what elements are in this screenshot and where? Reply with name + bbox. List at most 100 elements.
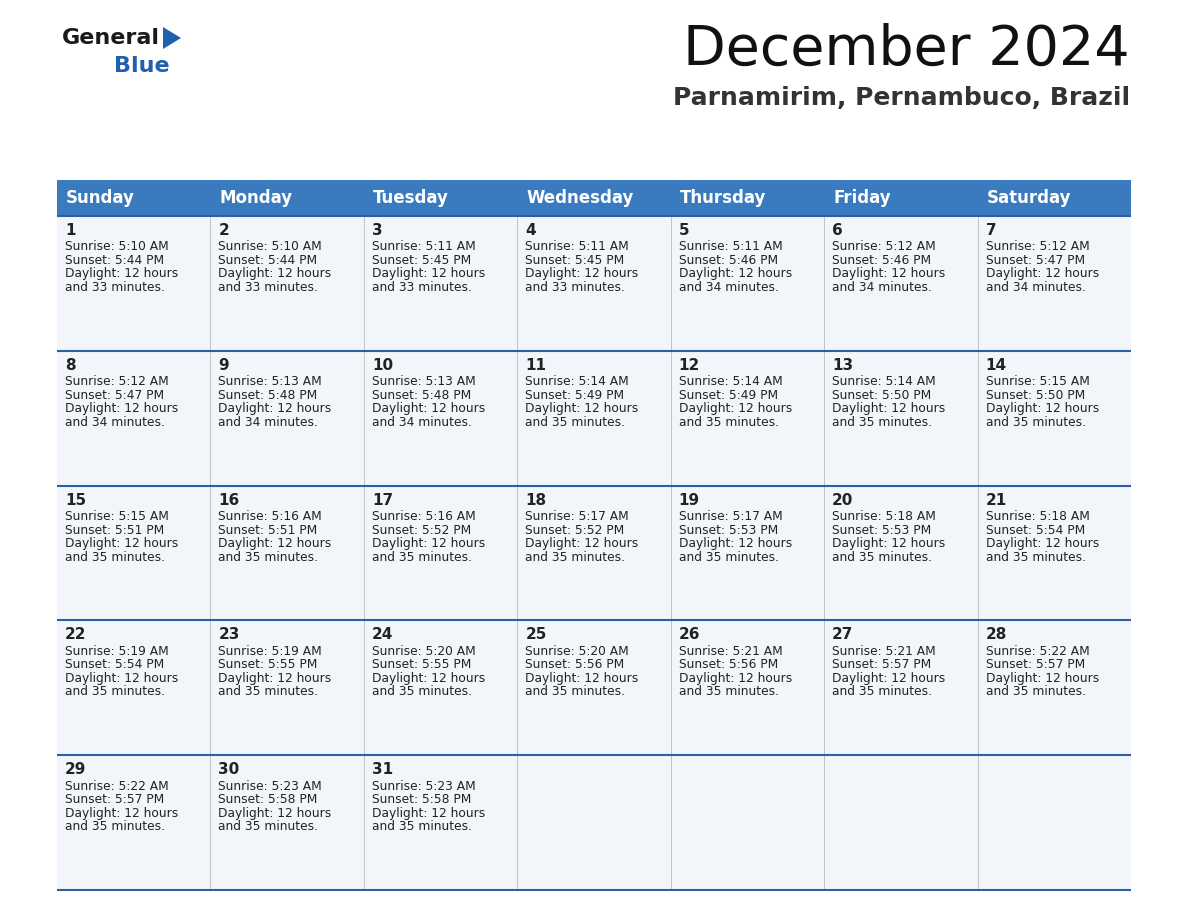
Text: Sunrise: 5:10 AM: Sunrise: 5:10 AM [219, 241, 322, 253]
Text: Sunrise: 5:14 AM: Sunrise: 5:14 AM [525, 375, 628, 388]
Text: and 33 minutes.: and 33 minutes. [219, 281, 318, 294]
Text: Blue: Blue [114, 56, 170, 76]
Text: Daylight: 12 hours: Daylight: 12 hours [678, 402, 792, 415]
Text: 7: 7 [986, 223, 997, 238]
Text: Saturday: Saturday [986, 189, 1072, 207]
Text: Daylight: 12 hours: Daylight: 12 hours [986, 537, 1099, 550]
Text: and 35 minutes.: and 35 minutes. [65, 820, 165, 834]
Text: and 35 minutes.: and 35 minutes. [525, 416, 625, 429]
Text: 17: 17 [372, 493, 393, 508]
Text: 16: 16 [219, 493, 240, 508]
Text: and 35 minutes.: and 35 minutes. [372, 686, 472, 699]
Text: and 35 minutes.: and 35 minutes. [65, 551, 165, 564]
Text: Daylight: 12 hours: Daylight: 12 hours [65, 537, 178, 550]
Text: 4: 4 [525, 223, 536, 238]
Text: and 35 minutes.: and 35 minutes. [832, 416, 933, 429]
Text: and 35 minutes.: and 35 minutes. [219, 686, 318, 699]
Text: Wednesday: Wednesday [526, 189, 633, 207]
Text: Daylight: 12 hours: Daylight: 12 hours [372, 267, 485, 281]
Text: Sunset: 5:57 PM: Sunset: 5:57 PM [986, 658, 1085, 671]
Text: and 35 minutes.: and 35 minutes. [678, 416, 778, 429]
Text: Sunrise: 5:18 AM: Sunrise: 5:18 AM [832, 510, 936, 523]
Text: Tuesday: Tuesday [373, 189, 449, 207]
Bar [57, 180, 1131, 216]
Text: Daylight: 12 hours: Daylight: 12 hours [372, 672, 485, 685]
Text: 13: 13 [832, 358, 853, 373]
Text: and 35 minutes.: and 35 minutes. [986, 686, 1086, 699]
Polygon shape [163, 27, 181, 49]
Text: Sunrise: 5:18 AM: Sunrise: 5:18 AM [986, 510, 1089, 523]
Text: and 34 minutes.: and 34 minutes. [372, 416, 472, 429]
Bar [57, 486, 1131, 621]
Text: 3: 3 [372, 223, 383, 238]
Text: and 35 minutes.: and 35 minutes. [832, 551, 933, 564]
Text: Sunset: 5:44 PM: Sunset: 5:44 PM [65, 254, 164, 267]
Text: and 35 minutes.: and 35 minutes. [986, 416, 1086, 429]
Text: Sunset: 5:49 PM: Sunset: 5:49 PM [525, 389, 625, 402]
Text: and 35 minutes.: and 35 minutes. [678, 551, 778, 564]
Text: Daylight: 12 hours: Daylight: 12 hours [678, 672, 792, 685]
Bar [57, 351, 1131, 486]
Text: and 33 minutes.: and 33 minutes. [65, 281, 165, 294]
Text: and 34 minutes.: and 34 minutes. [832, 281, 933, 294]
Text: Sunset: 5:46 PM: Sunset: 5:46 PM [832, 254, 931, 267]
Text: 27: 27 [832, 627, 853, 643]
Text: Daylight: 12 hours: Daylight: 12 hours [219, 672, 331, 685]
Text: Thursday: Thursday [680, 189, 766, 207]
Bar [57, 621, 1131, 756]
Text: Sunset: 5:58 PM: Sunset: 5:58 PM [372, 793, 472, 806]
Text: Parnamirim, Pernambuco, Brazil: Parnamirim, Pernambuco, Brazil [672, 86, 1130, 110]
Text: 14: 14 [986, 358, 1006, 373]
Text: and 35 minutes.: and 35 minutes. [832, 686, 933, 699]
Text: Daylight: 12 hours: Daylight: 12 hours [832, 402, 946, 415]
Text: 21: 21 [986, 493, 1006, 508]
Text: and 34 minutes.: and 34 minutes. [986, 281, 1086, 294]
Text: and 34 minutes.: and 34 minutes. [65, 416, 165, 429]
Text: 20: 20 [832, 493, 853, 508]
Text: 8: 8 [65, 358, 76, 373]
Text: and 33 minutes.: and 33 minutes. [525, 281, 625, 294]
Text: Sunrise: 5:16 AM: Sunrise: 5:16 AM [372, 510, 475, 523]
Text: Sunset: 5:47 PM: Sunset: 5:47 PM [65, 389, 164, 402]
Bar [57, 216, 1131, 351]
Text: and 35 minutes.: and 35 minutes. [525, 551, 625, 564]
Text: Daylight: 12 hours: Daylight: 12 hours [65, 807, 178, 820]
Text: Daylight: 12 hours: Daylight: 12 hours [986, 267, 1099, 281]
Text: Sunset: 5:53 PM: Sunset: 5:53 PM [832, 523, 931, 537]
Text: 23: 23 [219, 627, 240, 643]
Text: Sunset: 5:56 PM: Sunset: 5:56 PM [525, 658, 625, 671]
Text: Sunrise: 5:20 AM: Sunrise: 5:20 AM [525, 645, 628, 658]
Text: Sunrise: 5:16 AM: Sunrise: 5:16 AM [219, 510, 322, 523]
Text: and 35 minutes.: and 35 minutes. [372, 820, 472, 834]
Text: Sunrise: 5:12 AM: Sunrise: 5:12 AM [832, 241, 936, 253]
Text: Daylight: 12 hours: Daylight: 12 hours [65, 672, 178, 685]
Text: Daylight: 12 hours: Daylight: 12 hours [678, 267, 792, 281]
Text: Sunset: 5:50 PM: Sunset: 5:50 PM [986, 389, 1085, 402]
Text: Sunset: 5:45 PM: Sunset: 5:45 PM [525, 254, 625, 267]
Text: Daylight: 12 hours: Daylight: 12 hours [372, 537, 485, 550]
Text: Sunrise: 5:17 AM: Sunrise: 5:17 AM [525, 510, 628, 523]
Text: 9: 9 [219, 358, 229, 373]
Text: Daylight: 12 hours: Daylight: 12 hours [525, 267, 638, 281]
Text: Sunrise: 5:15 AM: Sunrise: 5:15 AM [986, 375, 1089, 388]
Text: Sunrise: 5:10 AM: Sunrise: 5:10 AM [65, 241, 169, 253]
Text: Daylight: 12 hours: Daylight: 12 hours [525, 672, 638, 685]
Text: General: General [62, 28, 160, 48]
Text: Daylight: 12 hours: Daylight: 12 hours [219, 537, 331, 550]
Text: 11: 11 [525, 358, 546, 373]
Text: Sunset: 5:50 PM: Sunset: 5:50 PM [832, 389, 931, 402]
Bar [57, 756, 1131, 890]
Text: Sunrise: 5:20 AM: Sunrise: 5:20 AM [372, 645, 475, 658]
Text: 6: 6 [832, 223, 843, 238]
Text: Sunset: 5:45 PM: Sunset: 5:45 PM [372, 254, 472, 267]
Text: Sunset: 5:46 PM: Sunset: 5:46 PM [678, 254, 778, 267]
Text: Sunset: 5:55 PM: Sunset: 5:55 PM [219, 658, 318, 671]
Text: and 35 minutes.: and 35 minutes. [219, 551, 318, 564]
Text: Daylight: 12 hours: Daylight: 12 hours [832, 267, 946, 281]
Text: Sunset: 5:54 PM: Sunset: 5:54 PM [65, 658, 164, 671]
Text: Sunrise: 5:12 AM: Sunrise: 5:12 AM [986, 241, 1089, 253]
Text: and 35 minutes.: and 35 minutes. [678, 686, 778, 699]
Text: Sunrise: 5:14 AM: Sunrise: 5:14 AM [678, 375, 783, 388]
Text: Sunset: 5:57 PM: Sunset: 5:57 PM [65, 793, 164, 806]
Text: Sunrise: 5:14 AM: Sunrise: 5:14 AM [832, 375, 936, 388]
